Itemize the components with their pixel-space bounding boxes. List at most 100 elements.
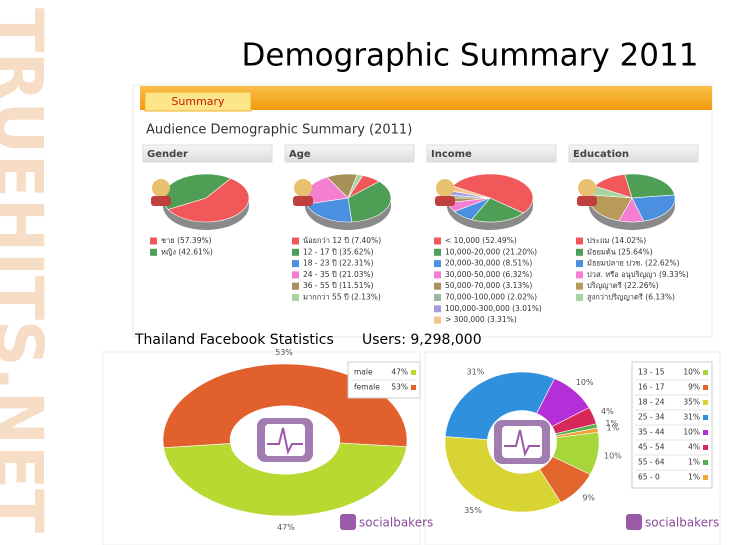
- icon: [152, 179, 170, 197]
- legend-swatch: [703, 415, 708, 420]
- data-label: 10%: [604, 451, 622, 460]
- legend-label: female: [354, 383, 380, 392]
- legend-label: 55 - 64: [638, 458, 665, 467]
- legend-label: 65 - 0: [638, 473, 660, 482]
- pie-slice: [444, 436, 562, 513]
- legend-label: ปริญญาตรี (22.26%): [587, 281, 659, 290]
- section-title: Age: [289, 149, 311, 160]
- legend-swatch: [292, 271, 299, 279]
- brand-text: socialbakers: [359, 516, 433, 530]
- legend-label: 100,000-300,000 (3.01%): [445, 304, 542, 313]
- legend-label: 36 - 55 ปี (11.51%): [303, 281, 374, 290]
- icon: [294, 179, 312, 197]
- data-label: 10%: [576, 378, 594, 387]
- pie-slice: [444, 371, 555, 440]
- legend-label: 12 - 17 ปี (35.62%): [303, 247, 374, 256]
- icon: [435, 196, 455, 206]
- legend-swatch: [434, 248, 441, 256]
- watermark: TRUEHITS.NET: [0, 8, 57, 533]
- legend-value: 47%: [391, 368, 408, 377]
- legend-label: 30,000-50,000 (6.32%): [445, 270, 532, 279]
- legend-label: 16 - 17: [638, 383, 665, 392]
- legend-value: 53%: [391, 383, 408, 392]
- legend-swatch: [292, 294, 299, 301]
- legend-swatch: [434, 282, 441, 290]
- data-label: 1%: [605, 419, 618, 428]
- legend-swatch: [703, 400, 708, 405]
- legend-value: 4%: [688, 443, 700, 452]
- icon: [151, 196, 171, 206]
- center-icon: [504, 429, 540, 458]
- data-label: 1%: [607, 424, 620, 433]
- legend-label: 18 - 24: [638, 398, 665, 407]
- pie-slice: [452, 173, 534, 214]
- legend-value: 10%: [683, 368, 700, 377]
- legend-swatch: [292, 282, 299, 290]
- legend-value: 1%: [688, 473, 700, 482]
- legend-swatch: [434, 271, 441, 279]
- legend-label: 70,000-100,000 (2.02%): [445, 293, 537, 302]
- legend-value: 9%: [688, 383, 700, 392]
- tab[interactable]: [144, 91, 252, 112]
- legend-value: 1%: [688, 458, 700, 467]
- section-title: Education: [573, 149, 629, 160]
- legend-swatch: [434, 260, 441, 268]
- legend-label: 35 - 44: [638, 428, 665, 437]
- data-label: 4%: [601, 407, 614, 416]
- legend-label: < 10,000 (52.49%): [445, 236, 517, 245]
- section-header: [142, 144, 273, 163]
- facebook-title: Thailand Facebook Statistics: [134, 332, 334, 348]
- legend-value: 35%: [683, 398, 700, 407]
- icon: [577, 196, 597, 206]
- legend-swatch: [292, 237, 299, 245]
- charts: Gender ชาย (57.39%) หญิง (42.61%) Age น้อยกว…: [142, 144, 713, 532]
- legend-swatch: [576, 248, 583, 256]
- pie-slice: [163, 442, 407, 517]
- brand-icon: [626, 514, 642, 530]
- legend-value: 31%: [683, 413, 700, 422]
- legend-label: มากกว่า 55 ปี (2.13%): [303, 293, 381, 302]
- legend-value: 10%: [683, 428, 700, 437]
- legend-swatch: [411, 370, 416, 375]
- legend-label: ปวส. หรือ อนุปริญญา (9.33%): [587, 270, 689, 279]
- section-title: Gender: [147, 149, 188, 160]
- legend-label: 25 - 34: [638, 413, 665, 422]
- legend-label: หญิง (42.61%): [161, 247, 213, 256]
- legend-swatch: [434, 237, 441, 245]
- legend-label: สูงกว่าปริญญาตรี (6.13%): [587, 293, 675, 302]
- legend-swatch: [703, 370, 708, 375]
- brand-logo: socialbakers socialbakers: [340, 514, 719, 530]
- data-label: 31%: [467, 368, 485, 377]
- section-title: Income: [431, 149, 472, 160]
- legend-label: 24 - 35 ปี (21.03%): [303, 270, 374, 279]
- tab-label[interactable]: Summary: [171, 95, 225, 108]
- legend-swatch: [576, 260, 583, 268]
- pie-slice: [347, 174, 364, 199]
- legend-label: 18 - 23 ปี (22.31%): [303, 259, 374, 268]
- icon: [293, 196, 313, 206]
- section-header: [284, 144, 415, 163]
- legend-swatch: [292, 260, 299, 268]
- pie-slice: [162, 363, 408, 448]
- section-header: [426, 144, 557, 163]
- legend-swatch: [703, 385, 708, 390]
- pie-slice: [167, 177, 250, 223]
- legend-label: 13 - 15: [638, 368, 665, 377]
- data-label: 35%: [464, 506, 482, 515]
- legend-label: 50,000-70,000 (3.13%): [445, 281, 532, 290]
- legend-swatch: [434, 316, 441, 324]
- legend-swatch: [576, 294, 583, 301]
- legend-swatch: [150, 248, 157, 256]
- data-label: 47%: [277, 523, 295, 532]
- legend-swatch: [703, 475, 708, 480]
- legend-swatch: [150, 237, 157, 245]
- legend-label: น้อยกว่า 12 ปี (7.40%): [303, 236, 381, 245]
- legend-swatch: [411, 385, 416, 390]
- legend-label: ชาย (57.39%): [161, 236, 212, 245]
- legend-swatch: [434, 294, 441, 301]
- legend-label: 10,000-20,000 (21.20%): [445, 247, 537, 256]
- section-header: [568, 144, 699, 163]
- legend-label: > 300,000 (3.31%): [445, 315, 517, 324]
